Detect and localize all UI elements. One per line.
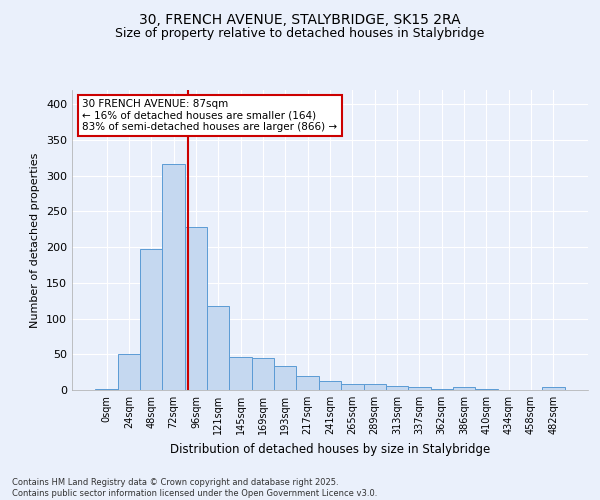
Bar: [274, 366, 296, 390]
Text: 30, FRENCH AVENUE, STALYBRIDGE, SK15 2RA: 30, FRENCH AVENUE, STALYBRIDGE, SK15 2RA: [139, 12, 461, 26]
Bar: [118, 354, 140, 390]
Bar: [140, 250, 163, 390]
Bar: [364, 384, 386, 390]
X-axis label: Distribution of detached houses by size in Stalybridge: Distribution of detached houses by size …: [170, 442, 490, 456]
Bar: [542, 387, 565, 390]
Bar: [229, 357, 252, 390]
Bar: [185, 227, 207, 390]
Bar: [163, 164, 185, 390]
Bar: [431, 388, 453, 390]
Bar: [341, 384, 364, 390]
Bar: [95, 388, 118, 390]
Bar: [319, 380, 341, 390]
Bar: [252, 358, 274, 390]
Y-axis label: Number of detached properties: Number of detached properties: [31, 152, 40, 328]
Bar: [408, 387, 431, 390]
Bar: [453, 387, 475, 390]
Bar: [207, 306, 229, 390]
Text: Size of property relative to detached houses in Stalybridge: Size of property relative to detached ho…: [115, 28, 485, 40]
Text: Contains HM Land Registry data © Crown copyright and database right 2025.
Contai: Contains HM Land Registry data © Crown c…: [12, 478, 377, 498]
Bar: [296, 376, 319, 390]
Text: 30 FRENCH AVENUE: 87sqm
← 16% of detached houses are smaller (164)
83% of semi-d: 30 FRENCH AVENUE: 87sqm ← 16% of detache…: [82, 99, 337, 132]
Bar: [386, 386, 408, 390]
